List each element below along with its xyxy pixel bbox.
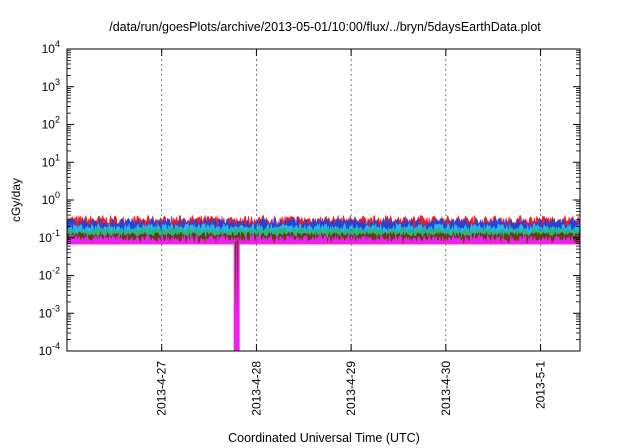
chart-title: /data/run/goesPlots/archive/2013-05-01/1… [109, 20, 541, 34]
x-tick-label: 2013-4-28 [249, 361, 263, 416]
y-axis-label: cGy/day [9, 178, 23, 222]
x-tick-label: 2013-4-30 [439, 361, 453, 416]
y-tick-label: 10-3 [39, 303, 60, 320]
below-band-fill [67, 49, 581, 351]
below-band-segment [239, 244, 581, 351]
x-tick-label: 2013-4-27 [155, 361, 169, 416]
y-tick-label: 10-4 [39, 341, 60, 358]
y-tick-label: 102 [42, 115, 60, 132]
y-tick-label: 10-1 [39, 228, 60, 245]
series-layer [66, 49, 581, 352]
y-tick-label: 101 [42, 152, 60, 169]
above-band-fill [67, 49, 580, 213]
y-tick-label: 104 [42, 39, 60, 56]
y-tick-label: 10-2 [39, 266, 60, 283]
y-tick-label: 103 [42, 77, 60, 94]
y-tick-label: 100 [42, 190, 60, 207]
x-tick-label: 2013-5-1 [534, 361, 548, 409]
grid-layer [161, 49, 541, 351]
below-band-segment [67, 244, 234, 351]
x-tick-label: 2013-4-29 [344, 361, 358, 416]
x-axis: 2013-4-27 2013-4-28 2013-4-29 2013-4-30 2013… [155, 49, 548, 416]
y-axis: 104 103 102 101 100 10-1 10-2 10-3 10-4 [39, 39, 580, 358]
x-axis-label: Coordinated Universal Time (UTC) [228, 431, 420, 445]
